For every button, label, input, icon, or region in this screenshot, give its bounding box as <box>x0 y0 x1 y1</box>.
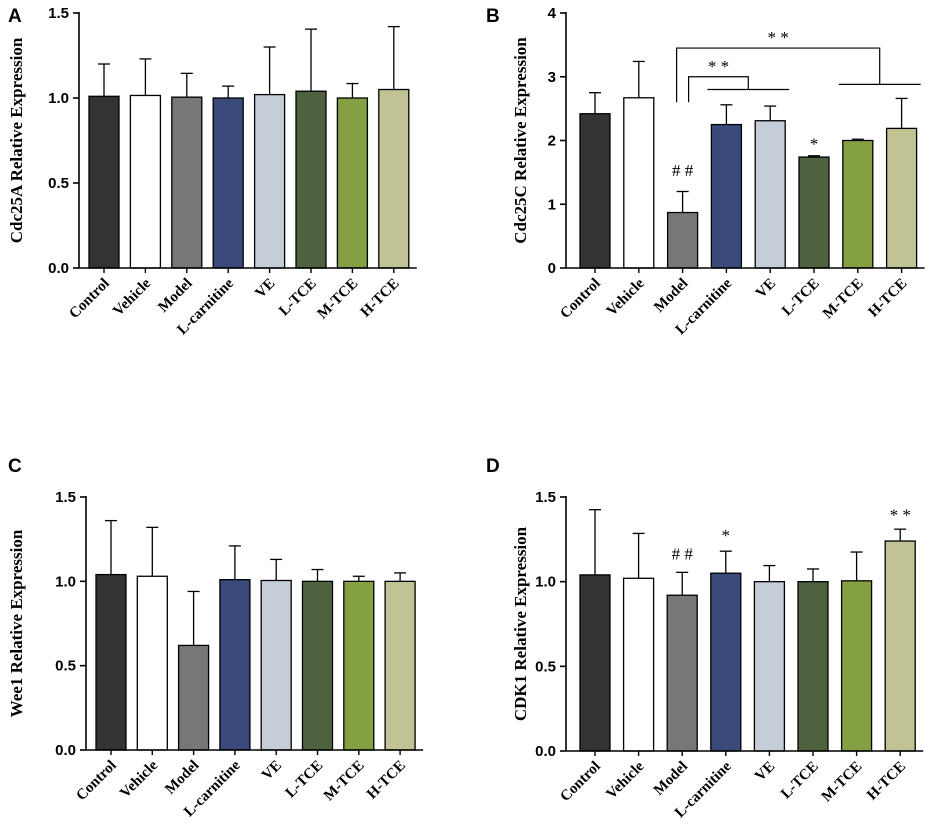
y-tick-label: 0.0 <box>48 260 69 277</box>
x-tick-label: Model <box>155 276 195 316</box>
chart-panel-a: A Cdc25A Relative Expression 0.0 0.5 1.0 1.5 C… <box>7 5 417 338</box>
bar-ve <box>260 579 292 751</box>
x-tick-label: VE <box>259 758 285 784</box>
significance-mark: * * <box>890 506 911 525</box>
x-tick-label: H-TCE <box>358 276 403 321</box>
bar-vehicle <box>623 97 655 269</box>
x-tick-label: M-TCE <box>315 276 362 323</box>
significance-mark: # # <box>672 161 694 180</box>
bar-l-tce <box>798 156 830 269</box>
x-tick-label: M-TCE <box>819 759 866 806</box>
y-tick-label: 0 <box>548 260 556 277</box>
bar-ve <box>754 120 786 269</box>
panel-letter: A <box>8 6 22 27</box>
y-tick-label: 1.5 <box>535 489 556 506</box>
bar-vehicle <box>136 575 168 751</box>
bar-l-tce <box>797 581 829 752</box>
y-tick-label: 1.5 <box>48 5 69 22</box>
y-tick-label: 2 <box>548 133 556 150</box>
x-tick-label: Control <box>66 276 112 322</box>
x-tick-label: L-TCE <box>276 276 320 320</box>
bar-h-tce <box>384 580 416 751</box>
y-axis-label: Cdc25C Relative Expression <box>511 37 530 244</box>
x-tick-label: Vehicle <box>604 275 648 319</box>
y-tick-label: 1 <box>548 196 556 213</box>
bar-vehicle <box>622 577 655 752</box>
bar-m-tce <box>840 580 873 752</box>
bar-control <box>95 573 127 751</box>
bar-model <box>666 594 698 752</box>
comparison-bracket <box>675 47 881 103</box>
y-axis-label: Cdc25A Relative Expression <box>7 37 26 243</box>
y-tick-label: 1.0 <box>535 574 556 591</box>
bar-l-tce <box>295 90 327 269</box>
x-tick-label: Vehicle <box>117 757 161 801</box>
bar-ve <box>253 93 286 269</box>
bar-control <box>579 574 611 752</box>
chart-panel-d: D CDK1 Relative Expression 0.0 0.5 1.0 1.5 Con… <box>486 456 924 821</box>
y-tick-label: 0.5 <box>535 658 556 675</box>
x-tick-label: L-TCE <box>283 758 327 802</box>
x-tick-label: Control <box>557 276 603 322</box>
bar-ve <box>753 581 786 752</box>
y-tick-label: 1.0 <box>48 90 69 107</box>
y-tick-label: 1.5 <box>55 489 76 506</box>
panel-letter: B <box>486 6 500 27</box>
panel-letter: D <box>486 456 500 477</box>
bar-vehicle <box>129 94 162 269</box>
bracket-significance-mark: * * <box>768 28 789 47</box>
y-tick-label: 0.5 <box>48 175 69 192</box>
y-tick-label: 0.0 <box>535 743 556 760</box>
bar-l-carnitine <box>710 572 742 752</box>
bar-l-carnitine <box>219 578 251 751</box>
panel-letter: C <box>8 456 22 477</box>
y-axis-label: Wee1 Relative Expression <box>7 529 26 717</box>
y-axis-label: CDK1 Relative Expression <box>511 526 530 721</box>
bar-l-tce <box>301 580 334 751</box>
x-tick-label: Vehicle <box>604 758 648 802</box>
x-tick-label: H-TCE <box>364 758 409 803</box>
bar-model <box>666 211 699 269</box>
significance-mark: * <box>810 134 819 153</box>
x-tick-label: H-TCE <box>866 276 911 321</box>
y-tick-label: 4 <box>548 5 557 22</box>
y-tick-label: 0.0 <box>55 742 76 759</box>
bar-h-tce <box>884 540 916 752</box>
comparison-bracket <box>687 76 749 103</box>
x-tick-label: L-TCE <box>778 759 822 803</box>
x-tick-label: Vehicle <box>110 275 154 319</box>
bar-model <box>171 96 203 269</box>
x-tick-label: L-TCE <box>779 276 823 320</box>
bar-control <box>579 113 611 269</box>
chart-panel-c: C Wee1 Relative Expression 0.0 0.5 1.0 1.5 Con… <box>7 456 424 820</box>
bar-model <box>177 644 210 751</box>
x-tick-label: H-TCE <box>864 759 909 804</box>
x-tick-label: Control <box>557 759 603 805</box>
x-tick-label: Model <box>162 758 202 798</box>
x-tick-label: Model <box>651 759 691 799</box>
x-tick-label: Model <box>651 276 691 316</box>
bar-h-tce <box>885 127 918 269</box>
x-tick-label: M-TCE <box>820 276 867 323</box>
y-tick-label: 3 <box>548 69 556 86</box>
bar-m-tce <box>336 97 369 269</box>
x-tick-label: VE <box>752 759 778 785</box>
bar-l-carnitine <box>212 97 244 269</box>
significance-mark: * <box>722 526 731 545</box>
x-tick-label: Control <box>73 758 119 804</box>
bar-control <box>88 95 120 269</box>
significance-mark: # # <box>672 545 694 564</box>
x-tick-label: M-TCE <box>321 758 368 805</box>
x-tick-label: VE <box>753 276 779 302</box>
bar-m-tce <box>343 580 375 751</box>
x-tick-label: VE <box>252 276 278 302</box>
bar-l-carnitine <box>710 123 743 269</box>
y-tick-label: 0.5 <box>55 658 76 675</box>
bar-h-tce <box>378 88 410 269</box>
bracket-significance-mark: * * <box>708 57 729 76</box>
y-tick-label: 1.0 <box>55 573 76 590</box>
bar-m-tce <box>842 139 874 269</box>
